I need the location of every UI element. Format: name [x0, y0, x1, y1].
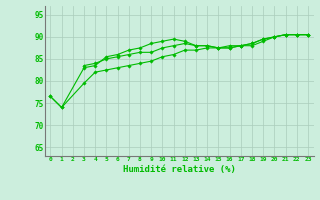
X-axis label: Humidité relative (%): Humidité relative (%) [123, 165, 236, 174]
